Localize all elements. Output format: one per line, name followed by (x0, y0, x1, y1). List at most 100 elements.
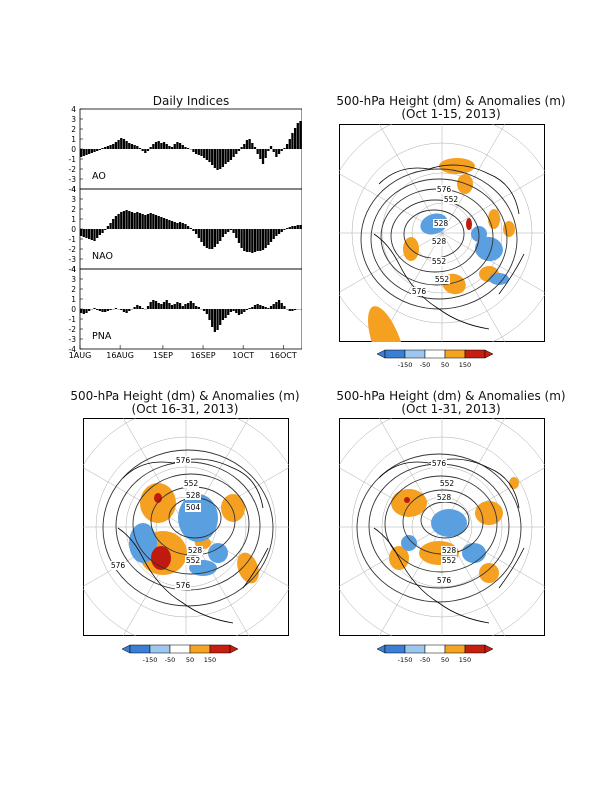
index-bar-AO (291, 133, 294, 149)
negative-anomaly-region (129, 523, 157, 563)
index-bar-NAO (251, 229, 254, 253)
contour-label-bg (431, 237, 447, 246)
index-bar-AO (146, 149, 150, 151)
index-bar-NAO (285, 228, 289, 229)
index-bar-NAO (152, 214, 155, 229)
index-bar-PNA (141, 308, 144, 309)
strong-positive-anomaly (151, 546, 171, 570)
index-bar-PNA (168, 303, 171, 309)
index-bar-AO (88, 149, 91, 154)
colorbar-segment (209, 644, 231, 654)
index-bar-AO (232, 149, 235, 157)
positive-anomaly-region (509, 477, 519, 489)
negative-anomaly-region (475, 236, 503, 262)
contour-label: 552 (432, 257, 447, 266)
colorbar-segment (464, 644, 486, 654)
index-series-label: PNA (92, 331, 112, 342)
positive-anomaly-region (237, 552, 259, 584)
index-bar-AO (157, 141, 160, 149)
contour-label-bg (433, 219, 449, 228)
contour-label: 504 (186, 503, 201, 512)
contour-label: 528 (432, 237, 447, 246)
index-bar-PNA (157, 303, 160, 309)
index-bar-NAO (178, 222, 182, 229)
index-bar-NAO (235, 229, 238, 238)
index-bar-PNA (162, 302, 166, 309)
index-bar-PNA (229, 309, 233, 312)
colorbar-label: -50 (165, 656, 176, 664)
index-bar-AO (80, 149, 83, 157)
index-bar-NAO (122, 211, 126, 229)
index-bar-NAO (109, 223, 112, 229)
index-bar-NAO (293, 226, 297, 229)
index-bar-NAO (208, 229, 211, 249)
index-bar-NAO (232, 229, 235, 233)
y-tick-label: -1 (69, 155, 77, 164)
index-bar-NAO (200, 229, 203, 242)
index-bar-PNA (120, 309, 123, 310)
y-tick-label: 4 (71, 265, 76, 274)
index-bar-PNA (251, 307, 254, 309)
colorbar-segment (404, 349, 426, 359)
index-bar-NAO (211, 229, 214, 249)
height-contour (132, 473, 250, 575)
index-bar-AO (213, 149, 216, 168)
index-bar-PNA (181, 306, 184, 309)
index-bar-PNA (85, 309, 88, 313)
x-tick-label: 16OCT (270, 351, 297, 360)
y-tick-label: -3 (69, 255, 77, 264)
index-bar-PNA (125, 309, 128, 313)
index-bar-NAO (144, 215, 147, 229)
map1-subtitle: (Oct 1-15, 2013) (401, 107, 501, 121)
index-bar-NAO (170, 221, 174, 229)
index-bar-AO (152, 144, 155, 149)
colorbar-segment (169, 644, 191, 654)
index-bar-NAO (205, 229, 208, 248)
index-bar-PNA (128, 309, 131, 311)
contour-label-bg (441, 556, 457, 565)
index-bar-AO (216, 149, 219, 170)
x-tick-label: 1SEP (153, 351, 173, 360)
index-bar-AO (235, 149, 238, 154)
index-bar-PNA (213, 309, 216, 332)
negative-anomaly-region (462, 543, 486, 563)
contour-label: 576 (111, 561, 126, 570)
colorbar-segment (424, 349, 446, 359)
map2-subtitle: (Oct 16-31, 2013) (131, 402, 239, 416)
meridian-line (441, 232, 545, 293)
positive-anomaly-region (391, 489, 427, 517)
index-bar-PNA (232, 309, 235, 311)
index-bar-AO (109, 145, 112, 149)
index-bar-AO (178, 143, 182, 149)
index-bar-AO (256, 149, 259, 154)
index-bar-NAO (245, 229, 249, 252)
index-bar-PNA (205, 309, 208, 314)
index-bar-PNA (245, 309, 249, 310)
index-bar-NAO (184, 224, 187, 229)
index-bar-AO (261, 149, 265, 164)
index-bar-AO (120, 138, 123, 149)
positive-anomaly-region (439, 158, 475, 174)
colorbar-segment (149, 644, 171, 654)
index-bar-NAO (160, 217, 163, 229)
index-bar-PNA (98, 309, 101, 311)
index-bar-NAO (261, 229, 265, 250)
contour-label: 552 (184, 479, 199, 488)
colorbar-label: -150 (143, 656, 158, 664)
contour-label-bg (436, 493, 452, 502)
index-bar-AO (272, 149, 275, 152)
y-tick-label: 0 (71, 305, 76, 314)
index-bar-AO (205, 149, 208, 160)
index-bar-NAO (243, 229, 246, 251)
index-bar-PNA (192, 303, 195, 309)
index-bar-AO (96, 149, 99, 151)
index-bar-AO (197, 149, 200, 155)
height-contour (356, 453, 522, 603)
y-tick-label: -4 (69, 345, 77, 354)
index-bar-AO (93, 149, 96, 152)
index-bar-PNA (80, 309, 83, 313)
index-bar-AO (144, 149, 147, 153)
map1-title: 500-hPa Height (dm) & Anomalies (m) (336, 94, 566, 108)
index-bar-AO (133, 145, 136, 149)
